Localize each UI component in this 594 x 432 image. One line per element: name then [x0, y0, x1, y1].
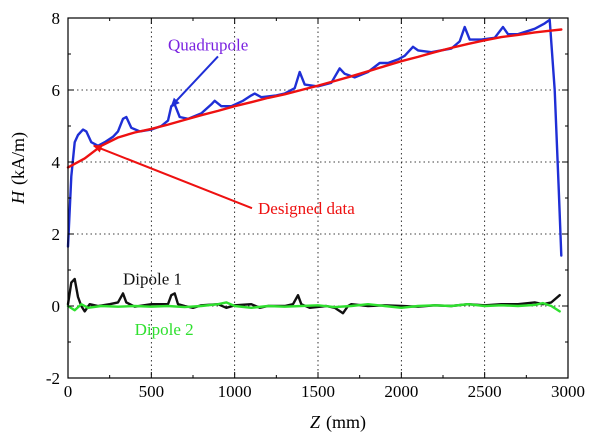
y-axis-symbol: H	[8, 190, 28, 205]
x-tick-label: 0	[64, 382, 73, 401]
annotation-quadrupole: Quadrupole	[168, 35, 248, 54]
y-axis-title: H (kA/m)	[8, 132, 29, 205]
x-axis-symbol: Z	[310, 412, 321, 432]
series-line-dipole-2	[66, 301, 561, 313]
x-tick-label: 500	[139, 382, 165, 401]
series-line-designed-data	[66, 28, 563, 169]
annotation-designed-data: Designed data	[258, 199, 355, 218]
annotation-arrow-designed-data	[92, 144, 253, 210]
x-axis-title: Z (mm)	[310, 412, 366, 432]
series-group	[66, 18, 563, 315]
y-tick-label: 6	[52, 81, 61, 100]
x-tick-label: 3000	[551, 382, 585, 401]
annotation-dipole-1: Dipole 1	[123, 269, 182, 288]
x-tick-label: 2000	[384, 382, 418, 401]
y-axis-unit: (kA/m)	[8, 132, 29, 185]
grid	[68, 18, 568, 378]
x-tick-label: 2500	[468, 382, 502, 401]
annotation-arrow-quadrupole	[170, 55, 219, 107]
x-axis-unit: (mm)	[326, 412, 366, 432]
series-line-quadrupole	[66, 18, 563, 257]
y-tick-label: 8	[52, 9, 61, 28]
x-tick-label: 1500	[301, 382, 335, 401]
y-tick-label: 4	[52, 153, 61, 172]
y-tick-label: -2	[46, 369, 60, 388]
y-tick-label: 0	[52, 297, 61, 316]
ticks	[67, 17, 569, 379]
y-tick-label: 2	[52, 225, 61, 244]
annotations: Quadrupole Designed data Dipole 1 Dipole 2	[92, 35, 355, 339]
annotation-dipole-2: Dipole 2	[135, 320, 194, 339]
x-tick-label: 1000	[218, 382, 252, 401]
